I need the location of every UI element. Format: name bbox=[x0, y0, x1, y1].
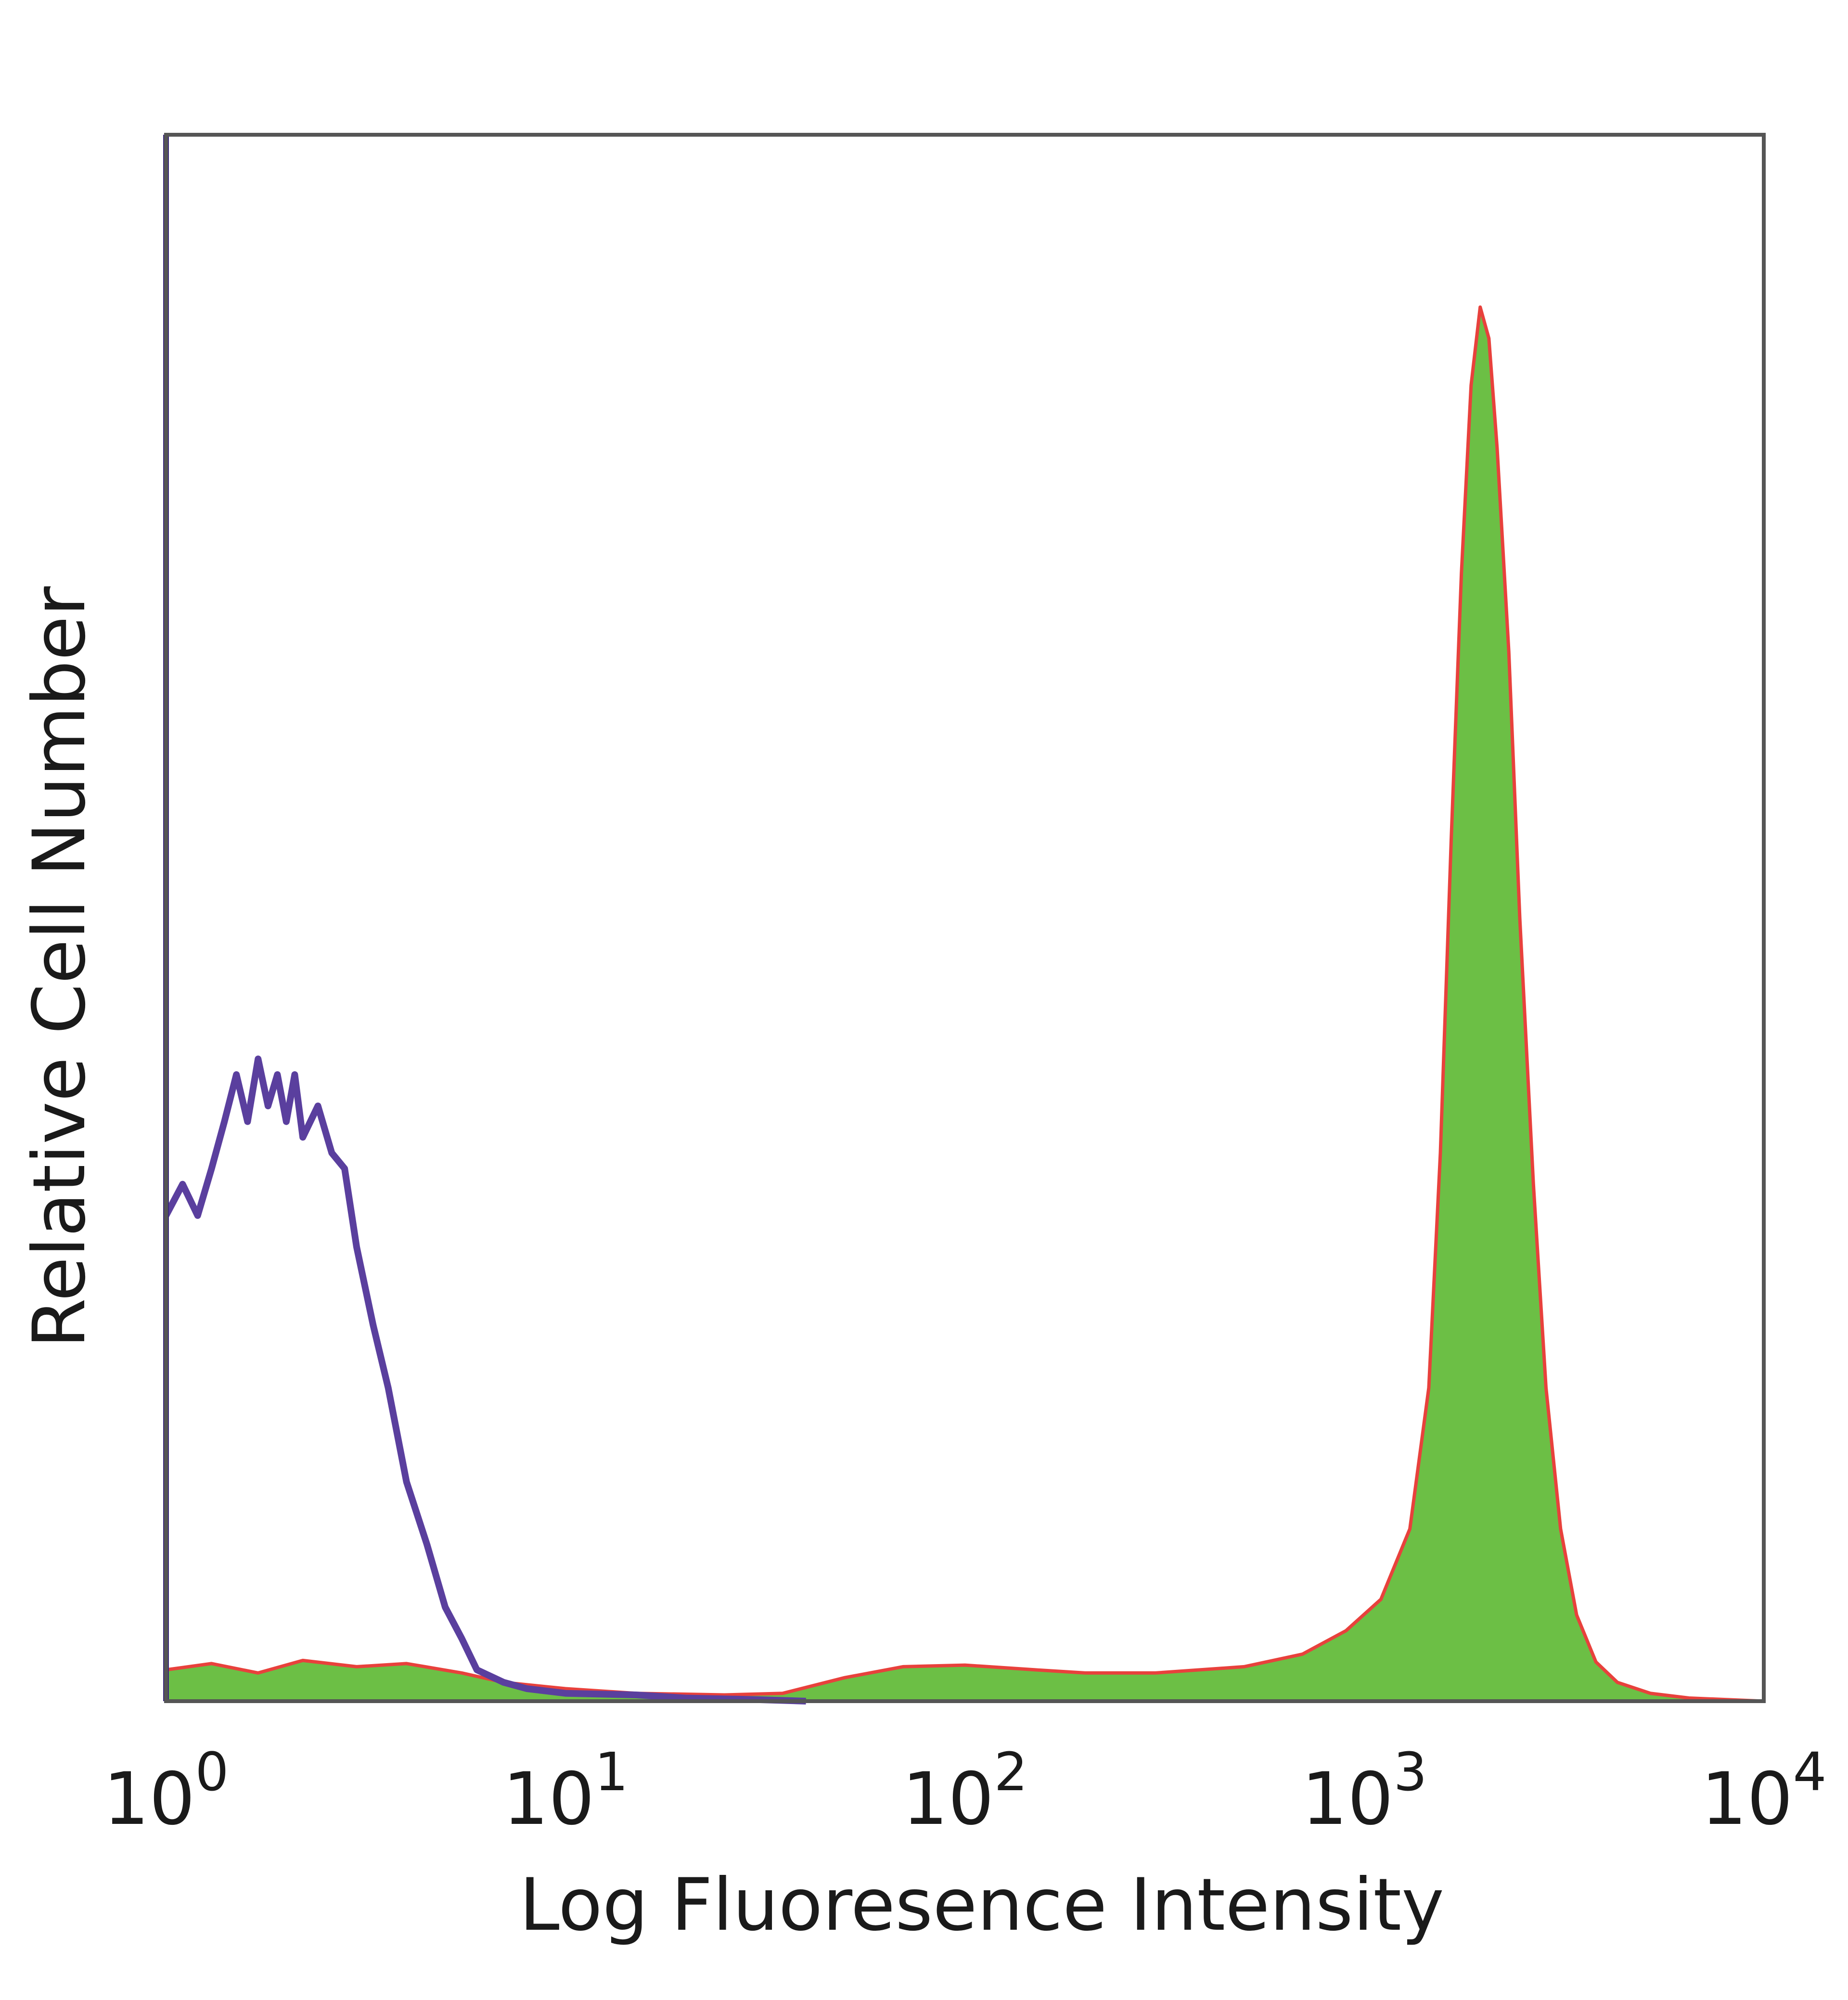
x-tick-label: 102 bbox=[902, 1741, 1028, 1841]
y-axis-label: Relative Cell Number bbox=[18, 586, 102, 1348]
x-tick-label: 101 bbox=[503, 1741, 629, 1841]
x-tick-labels: 100 101 102 103 104 bbox=[103, 1741, 1827, 1841]
x-tick-label: 103 bbox=[1302, 1741, 1427, 1841]
series-outline-histogram bbox=[163, 1055, 806, 1705]
x-tick-label: 104 bbox=[1701, 1741, 1827, 1841]
plot-area bbox=[163, 133, 1766, 1705]
series-filled-histogram bbox=[164, 305, 1766, 1703]
plot-frame bbox=[164, 133, 1766, 1703]
x-tick-label: 100 bbox=[103, 1741, 229, 1841]
x-axis-label: Log Fluoresence Intensity bbox=[519, 1863, 1444, 1947]
